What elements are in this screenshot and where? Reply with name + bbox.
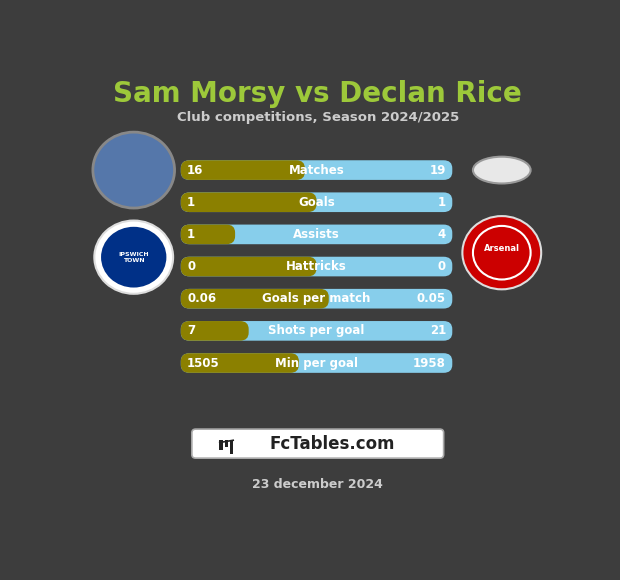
Text: 23 december 2024: 23 december 2024 — [252, 477, 383, 491]
FancyBboxPatch shape — [192, 429, 444, 458]
FancyBboxPatch shape — [181, 321, 249, 340]
Text: Sam Morsy vs Declan Rice: Sam Morsy vs Declan Rice — [113, 80, 522, 108]
Text: 7: 7 — [187, 324, 195, 338]
Text: Matches: Matches — [289, 164, 345, 176]
Text: Assists: Assists — [293, 228, 340, 241]
FancyBboxPatch shape — [181, 193, 317, 212]
FancyBboxPatch shape — [230, 440, 233, 454]
Text: 21: 21 — [430, 324, 446, 338]
Circle shape — [94, 220, 173, 294]
FancyBboxPatch shape — [181, 257, 452, 277]
Text: Club competitions, Season 2024/2025: Club competitions, Season 2024/2025 — [177, 111, 459, 124]
Text: 0.05: 0.05 — [417, 292, 446, 305]
Text: Goals: Goals — [298, 195, 335, 209]
Circle shape — [101, 227, 166, 288]
FancyBboxPatch shape — [181, 224, 235, 244]
Circle shape — [473, 226, 531, 280]
Text: 4: 4 — [438, 228, 446, 241]
FancyBboxPatch shape — [181, 321, 452, 340]
FancyBboxPatch shape — [181, 160, 305, 180]
Ellipse shape — [473, 157, 531, 183]
Text: 0: 0 — [438, 260, 446, 273]
Text: 1: 1 — [187, 228, 195, 241]
FancyBboxPatch shape — [181, 289, 452, 309]
Text: 1505: 1505 — [187, 357, 220, 369]
FancyBboxPatch shape — [181, 193, 452, 212]
Text: 0: 0 — [187, 260, 195, 273]
FancyBboxPatch shape — [181, 160, 452, 180]
FancyBboxPatch shape — [181, 353, 299, 373]
Text: Arsenal: Arsenal — [484, 244, 520, 253]
Text: Shots per goal: Shots per goal — [268, 324, 365, 338]
Text: 0.06: 0.06 — [187, 292, 216, 305]
Text: FcTables.com: FcTables.com — [270, 434, 395, 452]
Text: 19: 19 — [430, 164, 446, 176]
Text: IPSWICH
TOWN: IPSWICH TOWN — [118, 252, 149, 263]
FancyBboxPatch shape — [181, 257, 317, 277]
Text: 16: 16 — [187, 164, 203, 176]
Text: Min per goal: Min per goal — [275, 357, 358, 369]
FancyBboxPatch shape — [181, 289, 329, 309]
FancyBboxPatch shape — [219, 440, 223, 450]
Text: Hattricks: Hattricks — [286, 260, 347, 273]
Text: 1: 1 — [438, 195, 446, 209]
Circle shape — [463, 216, 541, 289]
Text: 1958: 1958 — [413, 357, 446, 369]
Text: 1: 1 — [187, 195, 195, 209]
Text: Goals per match: Goals per match — [262, 292, 371, 305]
FancyBboxPatch shape — [224, 440, 228, 447]
FancyBboxPatch shape — [181, 353, 452, 373]
Circle shape — [93, 132, 175, 208]
FancyBboxPatch shape — [181, 224, 452, 244]
